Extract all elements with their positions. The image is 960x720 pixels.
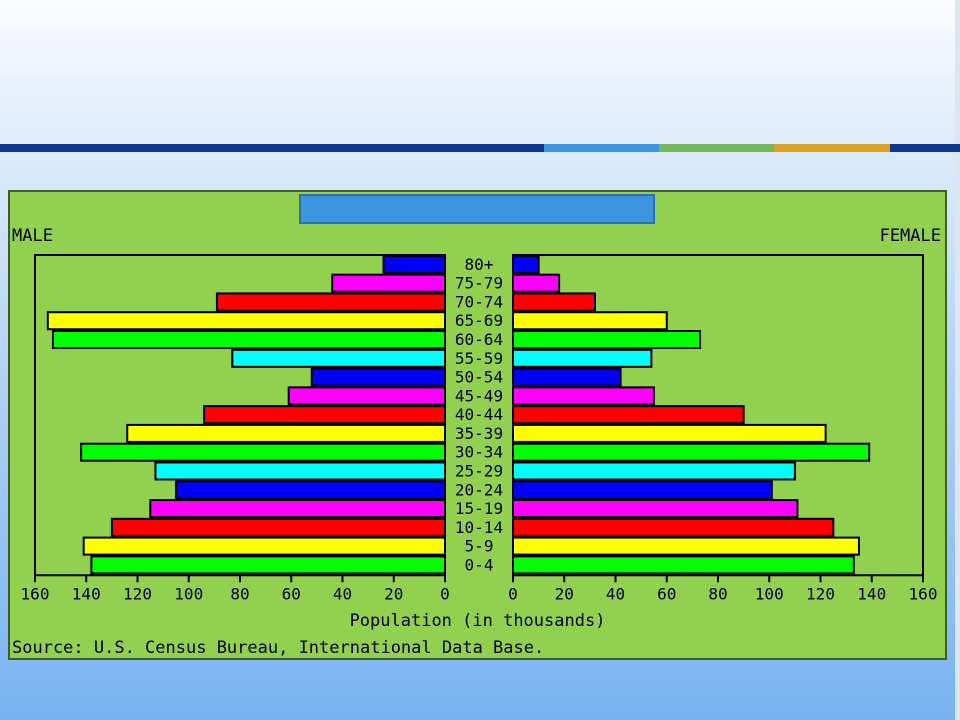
- age-group-label: 65-69: [455, 311, 503, 330]
- age-group-label: 10-14: [455, 518, 503, 537]
- female-x-tick-label: 0: [508, 584, 518, 603]
- male-x-tick-label: 20: [384, 584, 403, 603]
- female-x-tick-label: 120: [806, 584, 835, 603]
- male-bar: [231, 348, 446, 368]
- male-bar: [90, 555, 446, 575]
- female-x-tick-label: 100: [755, 584, 784, 603]
- accent-segment: [0, 144, 544, 152]
- female-bar: [512, 480, 773, 500]
- source-note: Source: U.S. Census Bureau, Internationa…: [12, 638, 545, 658]
- male-bar: [382, 254, 446, 274]
- female-bar: [512, 386, 655, 406]
- population-pyramid-chart: 80+ 75-79 70-74 65-69 60-64 55-59 50-54 45-49 40…: [8, 190, 947, 660]
- female-bar: [512, 423, 827, 443]
- female-bar: [512, 405, 745, 425]
- male-bar: [51, 330, 446, 350]
- male-x-tick-label: 0: [440, 584, 450, 603]
- female-bar: [512, 330, 702, 350]
- male-bar: [82, 536, 446, 556]
- male-x-tick-label: 60: [282, 584, 301, 603]
- female-bar: [512, 348, 653, 368]
- female-bar: [512, 273, 561, 293]
- age-group-label: 45-49: [455, 386, 503, 405]
- male-bar: [154, 461, 446, 481]
- male-x-tick-label: 80: [230, 584, 249, 603]
- female-bar: [512, 536, 860, 556]
- male-bar: [110, 517, 446, 537]
- male-bar: [80, 442, 446, 462]
- age-group-label: 35-39: [455, 424, 503, 443]
- age-group-label: 55-59: [455, 349, 503, 368]
- slide-accent-bar: [0, 144, 960, 152]
- age-group-label: 70-74: [455, 292, 503, 311]
- accent-segment: [659, 144, 774, 152]
- chart-plot: 80+75-7970-7465-6960-6455-5950-5445-4940…: [21, 254, 938, 603]
- male-bar: [203, 405, 446, 425]
- male-bar: [46, 311, 446, 331]
- female-x-tick-label: 160: [909, 584, 938, 603]
- female-x-tick-label: 20: [555, 584, 574, 603]
- age-group-label: 40-44: [455, 405, 503, 424]
- age-group-label: 75-79: [455, 274, 503, 293]
- female-bar: [512, 292, 596, 312]
- accent-segment: [544, 144, 659, 152]
- age-group-label: 15-19: [455, 499, 503, 518]
- female-x-tick-label: 60: [657, 584, 676, 603]
- age-group-label: 80+: [465, 255, 494, 274]
- age-group-label: 60-64: [455, 330, 503, 349]
- female-label: FEMALE: [879, 226, 941, 246]
- slide-right-edge: [955, 0, 960, 720]
- accent-segment: [774, 144, 890, 152]
- male-x-tick-label: 160: [21, 584, 50, 603]
- age-group-label: 20-24: [455, 480, 503, 499]
- accent-segment: [890, 144, 960, 152]
- male-bar: [215, 292, 446, 312]
- male-bar: [174, 480, 446, 500]
- age-group-label: 50-54: [455, 368, 503, 387]
- male-bar: [287, 386, 446, 406]
- male-bar: [126, 423, 446, 443]
- age-group-label: 30-34: [455, 443, 503, 462]
- female-bar: [512, 555, 855, 575]
- male-x-tick-label: 40: [333, 584, 352, 603]
- age-group-label: 25-29: [455, 461, 503, 480]
- age-group-label: 0-4: [465, 555, 494, 574]
- female-bar: [512, 499, 799, 519]
- x-axis-title: Population (in thousands): [349, 611, 606, 631]
- male-bar: [149, 499, 446, 519]
- female-bar: [512, 367, 622, 387]
- female-x-tick-label: 80: [708, 584, 727, 603]
- female-x-tick-label: 40: [606, 584, 625, 603]
- age-group-label: 5-9: [465, 537, 494, 556]
- female-x-tick-label: 140: [857, 584, 886, 603]
- female-bar: [512, 461, 796, 481]
- male-label: MALE: [12, 226, 53, 246]
- female-bar: [512, 254, 540, 274]
- male-bar: [331, 273, 446, 293]
- male-x-tick-label: 140: [72, 584, 101, 603]
- female-bar: [512, 517, 835, 537]
- chart-title-box: [299, 194, 655, 224]
- female-bar: [512, 311, 668, 331]
- female-bar: [512, 442, 871, 462]
- male-x-tick-label: 120: [123, 584, 152, 603]
- male-x-tick-label: 100: [174, 584, 203, 603]
- male-bar: [310, 367, 446, 387]
